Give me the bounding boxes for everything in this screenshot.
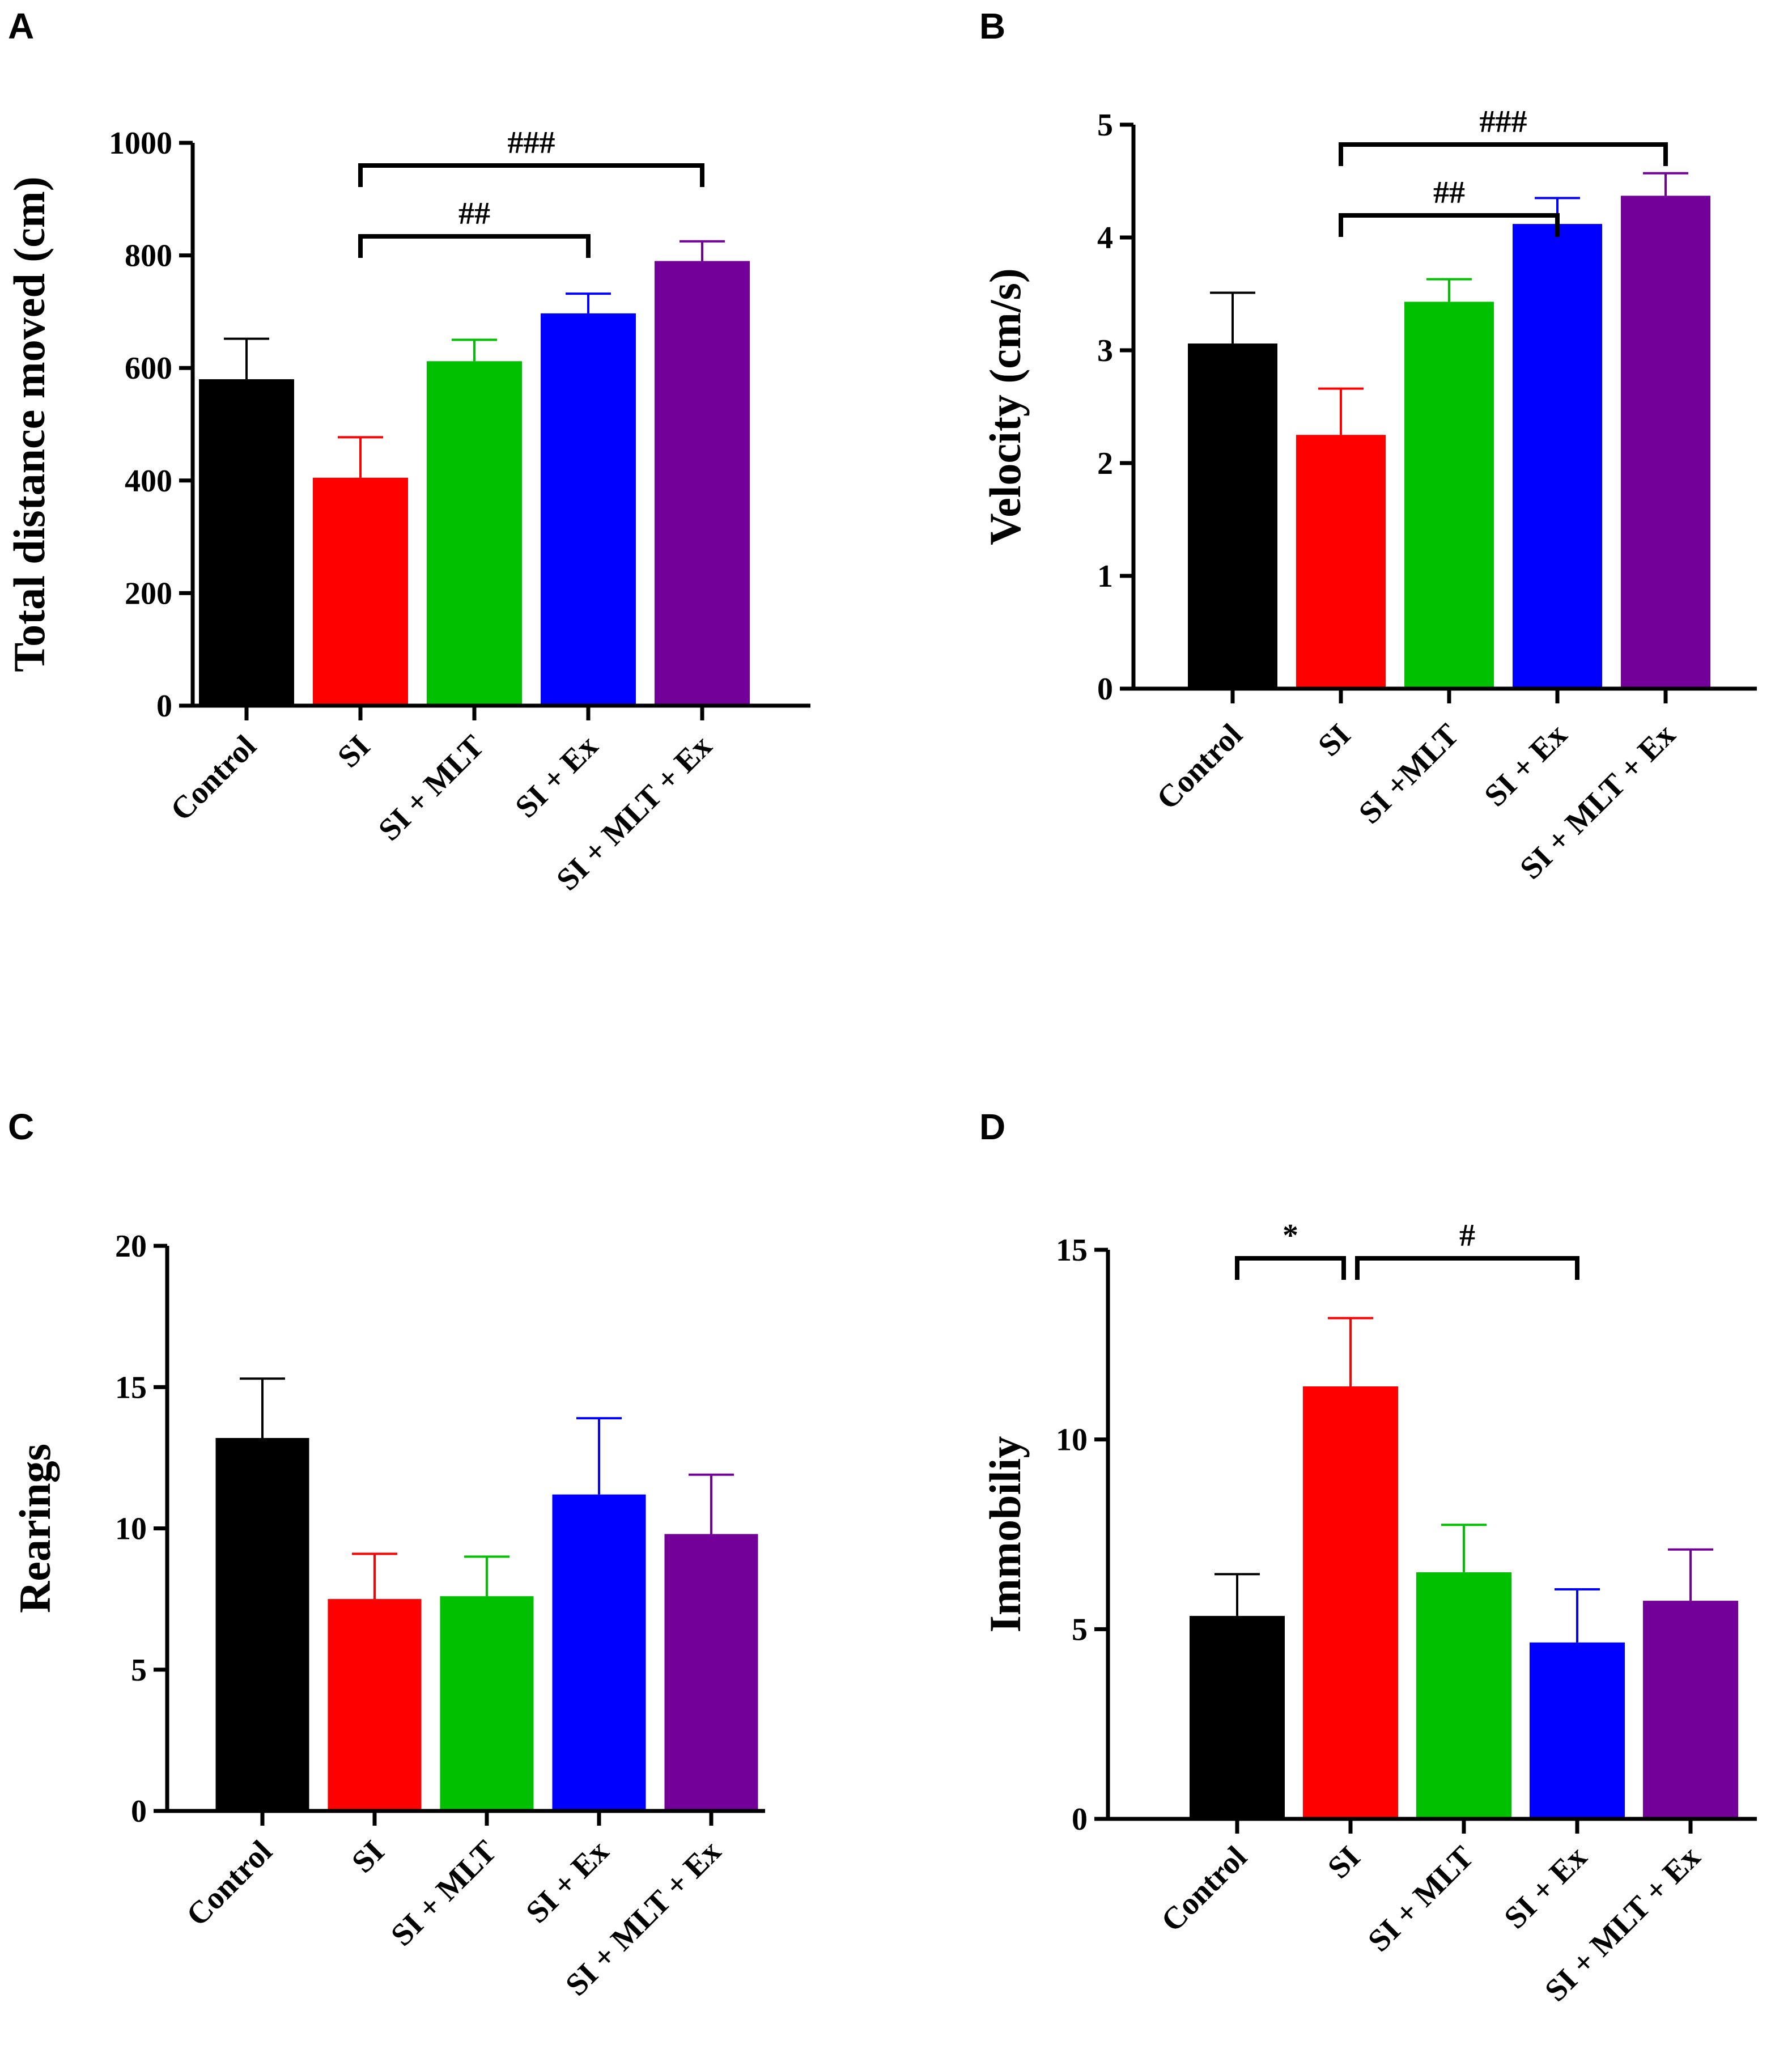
panel-letter: C (8, 1106, 34, 1147)
y-tick-label: 3 (1097, 333, 1113, 368)
y-tick-label: 20 (115, 1229, 147, 1264)
y-tick-label: 200 (125, 576, 172, 611)
y-tick-label: 2 (1097, 446, 1113, 481)
x-tick-label: SI + MLT (384, 1834, 503, 1953)
significance-bracket (1235, 1256, 1346, 1280)
x-tick-label: SI + MLT (1361, 1839, 1480, 1958)
bar-2 (328, 1599, 422, 1811)
bar-5 (655, 261, 750, 706)
bar-3 (440, 1596, 534, 1811)
y-tick-label: 0 (1072, 1802, 1088, 1837)
bar-4 (1530, 1642, 1625, 1819)
bar-3 (427, 361, 522, 706)
significance-label: ### (508, 125, 555, 160)
y-tick-label: 15 (1056, 1233, 1088, 1268)
y-tick-label: 0 (131, 1794, 147, 1829)
bar-1 (1190, 1615, 1285, 1819)
x-tick-label: SI (1321, 1839, 1367, 1885)
significance-label: # (1459, 1218, 1475, 1253)
x-tick-label: SI + Ex (1477, 717, 1574, 813)
y-tick-label: 800 (125, 239, 172, 274)
bar-3 (1404, 302, 1494, 689)
bar-4 (1513, 224, 1602, 689)
y-tick-label: 1 (1097, 559, 1113, 594)
panel-letter: B (979, 6, 1005, 46)
bar-3 (1416, 1572, 1511, 1819)
y-axis-title: Total distance moved (cm) (5, 176, 54, 672)
x-tick-label: SI + Ex (508, 728, 605, 825)
bar-2 (1303, 1386, 1398, 1819)
y-tick-label: 15 (115, 1370, 147, 1405)
bar-5 (664, 1534, 758, 1811)
y-tick-label: 0 (156, 689, 172, 724)
y-tick-label: 400 (125, 464, 172, 499)
significance-bracket (358, 234, 591, 258)
significance-label: ## (1433, 175, 1465, 210)
bar-1 (1188, 343, 1277, 689)
significance-bracket (1339, 213, 1560, 237)
y-tick-label: 1000 (109, 126, 172, 161)
y-axis-title: Velocity (cm/s) (980, 268, 1030, 545)
x-tick-label: SI (345, 1834, 391, 1880)
panel-letter: A (8, 6, 34, 46)
significance-label: * (1283, 1218, 1298, 1253)
bar-2 (313, 477, 408, 706)
x-tick-label: SI + MLT (372, 728, 491, 847)
x-tick-label: SI (331, 728, 377, 774)
x-tick-label: Control (180, 1834, 279, 1933)
significance-bracket (358, 163, 704, 187)
y-tick-label: 10 (115, 1512, 147, 1547)
y-tick-label: 5 (1072, 1612, 1088, 1647)
y-tick-label: 4 (1097, 220, 1113, 256)
x-tick-label: SI + Ex (519, 1834, 615, 1930)
x-tick-label: Control (1150, 717, 1249, 816)
significance-label: ## (458, 196, 490, 231)
y-tick-label: 0 (1097, 672, 1113, 707)
x-tick-label: SI (1311, 717, 1357, 763)
y-tick-label: 10 (1056, 1423, 1088, 1458)
bar-1 (215, 1437, 309, 1811)
y-axis-title: Immobiliy (980, 1436, 1030, 1633)
bar-1 (199, 379, 294, 706)
significance-bracket (1355, 1256, 1579, 1280)
x-tick-label: Control (1154, 1839, 1254, 1938)
y-tick-label: 600 (125, 351, 172, 386)
x-tick-label: SI +MLT (1352, 717, 1466, 830)
significance-label: ### (1480, 104, 1527, 139)
bar-2 (1296, 435, 1386, 689)
y-tick-label: 5 (1097, 108, 1113, 143)
bar-4 (541, 313, 636, 706)
panel-letter: D (979, 1106, 1005, 1147)
bar-5 (1643, 1601, 1738, 1819)
x-tick-label: Control (164, 728, 263, 828)
significance-bracket (1339, 142, 1668, 166)
y-tick-label: 5 (131, 1653, 147, 1688)
y-axis-title: Rearings (10, 1444, 60, 1613)
bar-5 (1621, 196, 1710, 689)
x-tick-label: SI + Ex (1497, 1839, 1594, 1936)
bar-4 (552, 1494, 646, 1811)
